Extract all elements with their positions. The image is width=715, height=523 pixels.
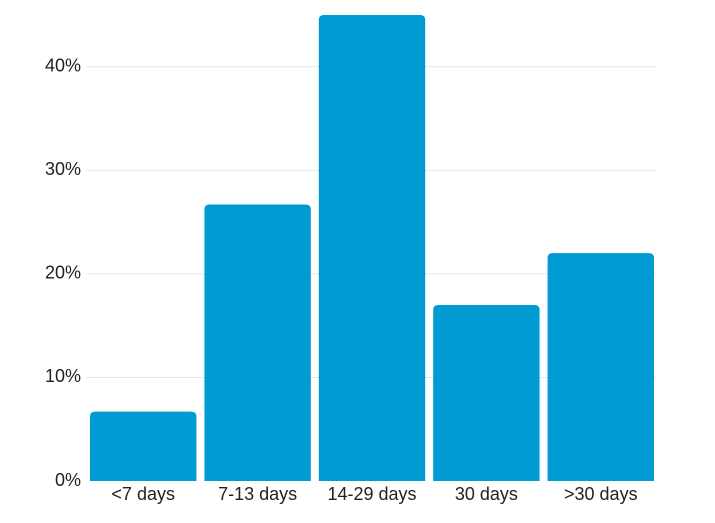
y-tick-label: 40% bbox=[45, 56, 81, 76]
bar bbox=[90, 411, 197, 481]
bar bbox=[433, 304, 540, 481]
y-tick-label: 0% bbox=[55, 470, 81, 490]
y-tick-label: 20% bbox=[45, 263, 81, 283]
x-tick-label: 7-13 days bbox=[218, 484, 297, 504]
x-tick-label: 14-29 days bbox=[327, 484, 416, 504]
x-tick-label: <7 days bbox=[111, 484, 175, 504]
x-tick-label: 30 days bbox=[455, 484, 518, 504]
bar bbox=[547, 253, 654, 481]
y-tick-label: 30% bbox=[45, 159, 81, 179]
bar bbox=[204, 204, 311, 482]
x-tick-label: >30 days bbox=[564, 484, 638, 504]
bar bbox=[318, 15, 426, 481]
y-tick-label: 10% bbox=[45, 366, 81, 386]
